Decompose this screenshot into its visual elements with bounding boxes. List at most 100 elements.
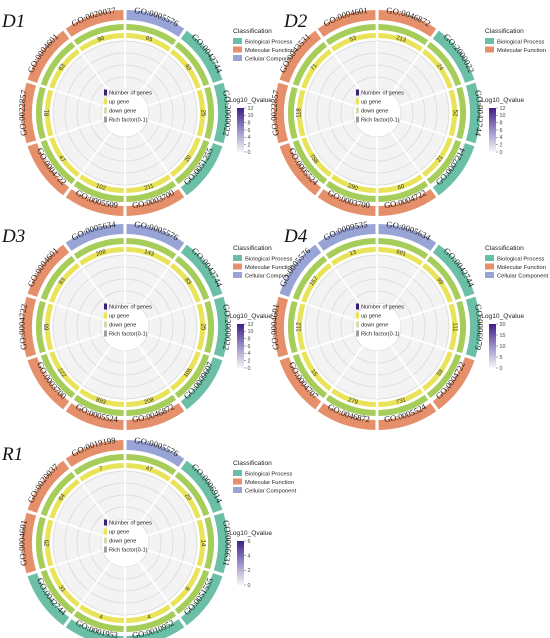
category-sector-go-2000022	[432, 30, 475, 83]
category-sector-go-0010952	[126, 619, 185, 638]
gene-count-bar	[456, 86, 466, 140]
legend-swatch-cc	[233, 55, 242, 61]
go-term-label: GO:0006631	[221, 519, 233, 567]
gene-count-bar	[40, 255, 76, 301]
up-gene-bar	[170, 567, 201, 607]
legend-swatch-mf	[233, 263, 242, 270]
inner-legend-label: down gene	[361, 109, 388, 115]
up-gene-bar	[126, 174, 172, 193]
category-sector-go-0042744	[180, 30, 223, 83]
inner-legend-swatch	[356, 89, 359, 96]
gene-count-bar	[288, 86, 298, 140]
qvalue-tick-label: 4	[248, 554, 251, 560]
gene-count-label: 208	[95, 249, 107, 258]
up-gene-bar	[378, 247, 424, 266]
category-sector-go-0004601	[273, 296, 289, 358]
up-gene-bar	[78, 604, 124, 623]
gene-count-label: 25	[199, 110, 205, 117]
legend-swatch-bp	[233, 470, 242, 476]
qvalue-legend-title: -Log10_Qvalue	[479, 97, 524, 104]
category-sector-go-0019199	[65, 440, 124, 467]
qvalue-tick-label: 2	[500, 143, 503, 149]
category-sector-go-0004722	[27, 143, 70, 196]
category-sector-go-0004722	[21, 296, 37, 358]
category-sector-go-0046872	[126, 403, 185, 430]
go-term-label: GO:2000022	[221, 89, 233, 137]
go-term-label: GO:0004722	[17, 303, 29, 351]
gene-count-label: 21	[436, 154, 445, 163]
gene-count-bar	[426, 139, 462, 185]
gene-count-label: 112	[297, 322, 303, 332]
gene-count-label: 65	[145, 36, 154, 44]
gene-count-label: 102	[95, 183, 107, 192]
legend-label-mf: Molecular Function	[245, 265, 294, 271]
inner-legend-label: Rich factor(0-1)	[109, 332, 148, 338]
go-term-label: GO:0004601	[269, 303, 281, 351]
gene-count-bar	[288, 300, 298, 354]
up-gene-bar	[422, 49, 453, 89]
grid-spoke	[56, 333, 103, 351]
up-gene-bar	[301, 49, 332, 89]
grid-spoke	[390, 345, 421, 386]
grid-spoke	[308, 303, 355, 321]
category-sector-go-0006914	[180, 460, 223, 513]
up-gene-bar	[330, 33, 376, 52]
gene-count-label: 105	[183, 367, 194, 379]
gene-count-bar	[325, 394, 376, 416]
up-gene-bar	[49, 479, 80, 519]
up-gene-bar	[170, 49, 201, 89]
grid-spoke	[399, 303, 446, 321]
gene-count-bar	[126, 454, 177, 476]
gene-count-label: 20	[184, 154, 193, 163]
inner-legend-label: down gene	[109, 323, 136, 329]
gene-count-label: 24	[435, 63, 444, 72]
gene-count-bar	[174, 471, 210, 517]
up-gene-bar	[297, 89, 306, 137]
legend-label-cc: Cellular Component	[245, 273, 297, 279]
inner-legend-swatch	[104, 98, 107, 105]
category-sector-go-0022857	[22, 82, 37, 144]
grid-spoke	[56, 549, 103, 567]
gene-count-bar	[40, 569, 76, 615]
inner-legend-label: Rich factor(0-1)	[361, 332, 400, 338]
inner-legend-swatch	[356, 312, 359, 319]
category-sector-go-0042744	[180, 244, 223, 297]
up-gene-bar	[422, 137, 453, 177]
qvalue-tick-label: 2	[248, 143, 251, 149]
panel-label: D4	[283, 226, 308, 247]
inner-legend-label: up gene	[109, 530, 129, 536]
gene-count-label: 65	[45, 323, 51, 330]
category-sector-go-0046872	[317, 403, 376, 430]
up-gene-bar	[78, 33, 124, 52]
panel-label: D1	[1, 11, 25, 32]
gene-count-label: 15	[309, 369, 318, 378]
gene-count-label: 6	[185, 585, 192, 592]
gene-count-bar	[378, 24, 429, 46]
legend-swatch-bp	[485, 255, 494, 261]
category-sector-go-0006631	[213, 512, 228, 574]
gene-count-label: 290	[347, 183, 359, 192]
gene-count-bar	[73, 394, 124, 416]
grid-spoke	[138, 345, 169, 386]
grid-spoke	[81, 268, 112, 309]
gene-count-label: 279	[347, 397, 359, 406]
grid-spoke	[56, 89, 103, 107]
gene-count-label: 7	[99, 466, 105, 473]
gene-count-label: 20	[183, 493, 192, 502]
gene-count-label: 25	[199, 324, 205, 331]
gene-count-label: 208	[144, 397, 156, 406]
inner-legend-label: Number of genes	[361, 91, 404, 97]
grid-spoke	[138, 131, 169, 172]
inner-legend-swatch	[104, 116, 107, 123]
grid-spoke	[56, 303, 103, 321]
category-sector-go-0005524	[279, 143, 322, 196]
category-sector-go-0005524	[65, 403, 124, 430]
classification-legend-title: Classification	[485, 28, 524, 35]
legend-label-bp: Biological Process	[497, 256, 544, 262]
category-sector-go-0006979	[465, 296, 481, 358]
inner-legend-swatch	[104, 321, 107, 328]
category-sector-go-0005634	[65, 224, 124, 251]
gene-count-label: 47	[145, 466, 154, 474]
